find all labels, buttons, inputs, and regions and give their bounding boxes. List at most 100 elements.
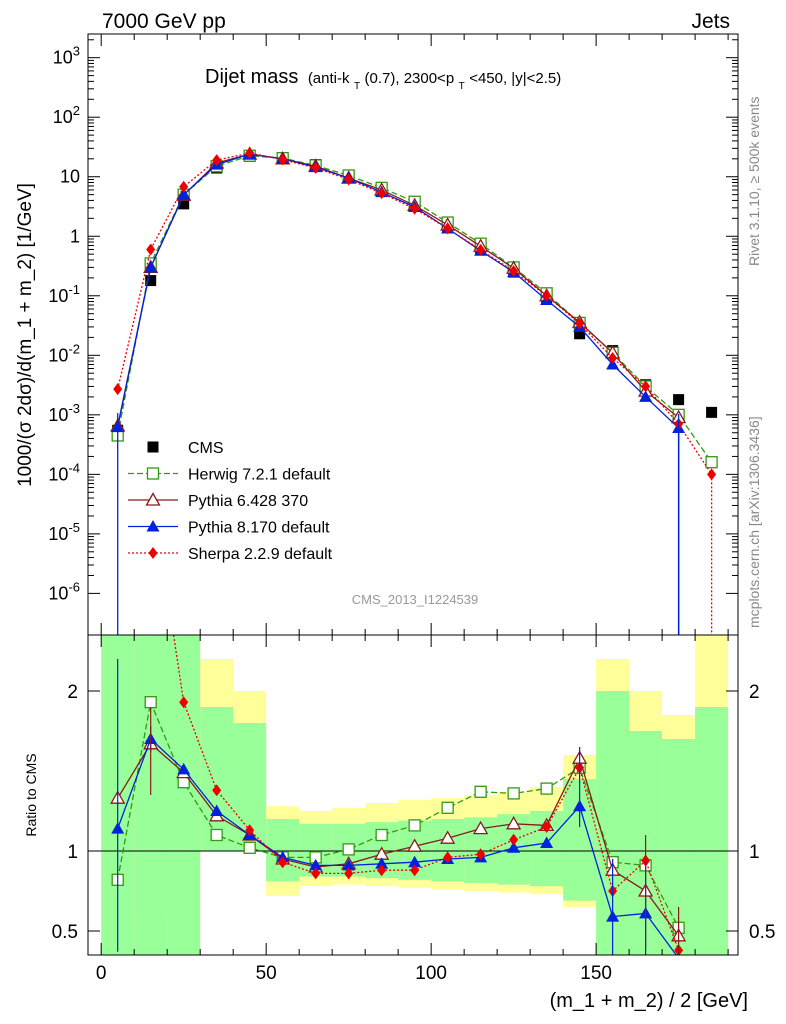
y-tick-label: 102 [53, 103, 80, 127]
ratio-point-herwig [474, 785, 487, 798]
header-left: 7000 GeV pp [102, 10, 226, 33]
y-tick-label: 10-1 [48, 282, 80, 306]
y-tick-base: 10 [48, 524, 68, 544]
data-point-cms [706, 406, 718, 418]
data-point-sherpa [311, 162, 321, 175]
ratio-point-herwig [144, 696, 157, 709]
ratio-point-sherpa [542, 821, 552, 833]
ratio-point-sherpa [344, 867, 354, 880]
band-inner-bin [695, 707, 729, 955]
ratio-point-sherpa [476, 848, 486, 861]
y-tick-label: 10-5 [48, 520, 80, 544]
ratio-point-sherpa [245, 824, 255, 837]
ratio-uncertainty-band [101, 635, 729, 955]
band-inner-bin [134, 635, 168, 955]
data-point-sherpa [377, 187, 387, 200]
x-axis-label: (m_1 + m_2) / 2 [GeV] [550, 990, 748, 1012]
data-point-pythia8 [144, 260, 158, 273]
ratio-point-pythia8 [342, 858, 356, 871]
legend-entry-pythia6: Pythia 6.428 370 [128, 492, 308, 510]
main-series-pythia6 [110, 146, 687, 635]
data-point-sherpa [575, 317, 585, 330]
ratio-point-sherpa [179, 696, 189, 709]
ratio-point-herwig [243, 841, 256, 854]
ratio-point-sherpa [311, 867, 321, 880]
ratio-y-axis-label: Ratio to CMS [23, 753, 39, 836]
ratio-y-tick-label: 2 [749, 682, 760, 703]
main-series-cms [112, 150, 718, 436]
y-tick-base: 10 [48, 464, 68, 484]
legend: CMS Herwig 7.2.1 default Pythia 6.428 370 P… [128, 440, 333, 563]
data-point-sherpa [542, 289, 552, 302]
data-point-sherpa [245, 147, 255, 160]
y-tick-exponent: 3 [73, 44, 80, 59]
y-tick-base: 10 [48, 405, 68, 425]
y-tick-base: 10 [48, 345, 68, 365]
x-tick-label: 50 [256, 963, 277, 984]
ratio-point-pythia6 [407, 838, 423, 852]
ratio-series-layer [110, 635, 687, 955]
y-tick-exponent: -5 [68, 520, 80, 535]
data-point-sherpa [476, 243, 486, 256]
data-point-sherpa [344, 173, 354, 186]
y-tick-label: 1 [70, 226, 80, 246]
ratio-y-tick-label: 1 [67, 842, 78, 863]
legend-marker-sherpa [148, 547, 158, 559]
band-inner-bin [662, 739, 696, 955]
y-tick-exponent: -6 [68, 579, 80, 594]
data-point-sherpa [113, 383, 123, 396]
y-tick-label: 103 [53, 44, 80, 68]
plot-title: Dijet mass (anti-k T (0.7), 2300<p T <45… [205, 66, 561, 93]
series-line-pythia6 [117, 153, 680, 635]
legend-entry-sherpa: Sherpa 2.2.9 default [128, 546, 333, 563]
y-tick-label: 10-3 [48, 401, 80, 425]
legend-label-pythia6: Pythia 6.428 370 [188, 493, 308, 510]
data-point-cms [574, 328, 586, 340]
ratio-point-pythia8 [309, 858, 323, 871]
data-point-sherpa [641, 380, 651, 393]
plot-title-sub-post: <450, |y|<2.5) [469, 70, 561, 87]
legend-entry-pythia8: Pythia 8.170 default [128, 520, 330, 537]
ratio-point-herwig [342, 843, 355, 856]
legend-label-cms: CMS [188, 440, 224, 457]
main-y-axis-label: 1000/(σ 2dσ)/d(m_1 + m_2) [1/GeV] [15, 183, 36, 487]
data-point-cms [145, 275, 157, 287]
ratio-point-herwig [441, 801, 454, 814]
plot-title-sub-pre: (anti-k [308, 70, 350, 87]
ratio-point-pythia6 [440, 830, 456, 844]
y-tick-exponent: -1 [68, 282, 80, 297]
mcplots-label: mcplots.cern.ch [arXiv:1306.3436] [746, 416, 762, 628]
legend-marker-cms [147, 441, 159, 453]
data-point-sherpa [146, 243, 156, 256]
header-right: Jets [691, 10, 730, 33]
ratio-point-pythia8 [540, 836, 554, 848]
y-tick-exponent: -4 [68, 460, 80, 475]
legend-marker-pythia6 [145, 492, 161, 506]
ratio-panel: 0.5 0.5 1 1 2 2 0 50 100 150 Ratio to CMS (m_1 + … [23, 634, 775, 1012]
ratio-point-herwig [507, 787, 520, 800]
y-tick-exponent: 2 [73, 103, 80, 118]
y-tick-label: 10-6 [48, 579, 80, 603]
ratio-point-herwig [375, 828, 388, 842]
y-tick-base: 10 [53, 48, 73, 68]
data-point-cms [673, 394, 685, 406]
legend-label-pythia8: Pythia 8.170 default [188, 520, 330, 537]
data-point-sherpa [410, 202, 420, 215]
y-tick-exponent: -3 [68, 401, 80, 416]
data-point-sherpa [509, 265, 519, 278]
ratio-line-pythia8 [117, 737, 678, 955]
ratio-point-sherpa [443, 851, 453, 864]
band-inner-bin [200, 707, 234, 851]
ratio-line-herwig [117, 699, 680, 929]
data-point-pythia8 [177, 188, 191, 200]
plot-title-sub-t2: T [459, 81, 465, 92]
band-inner-bin [167, 635, 201, 955]
y-tick-label: 10 [60, 167, 80, 187]
ratio-y-tick-label: 2 [67, 682, 78, 703]
ratio-point-pythia6 [506, 815, 522, 830]
ratio-plot-frame [87, 634, 739, 956]
legend-entry-herwig: Herwig 7.2.1 default [128, 467, 331, 484]
ratio-y-tick-label: 0.5 [52, 922, 78, 943]
